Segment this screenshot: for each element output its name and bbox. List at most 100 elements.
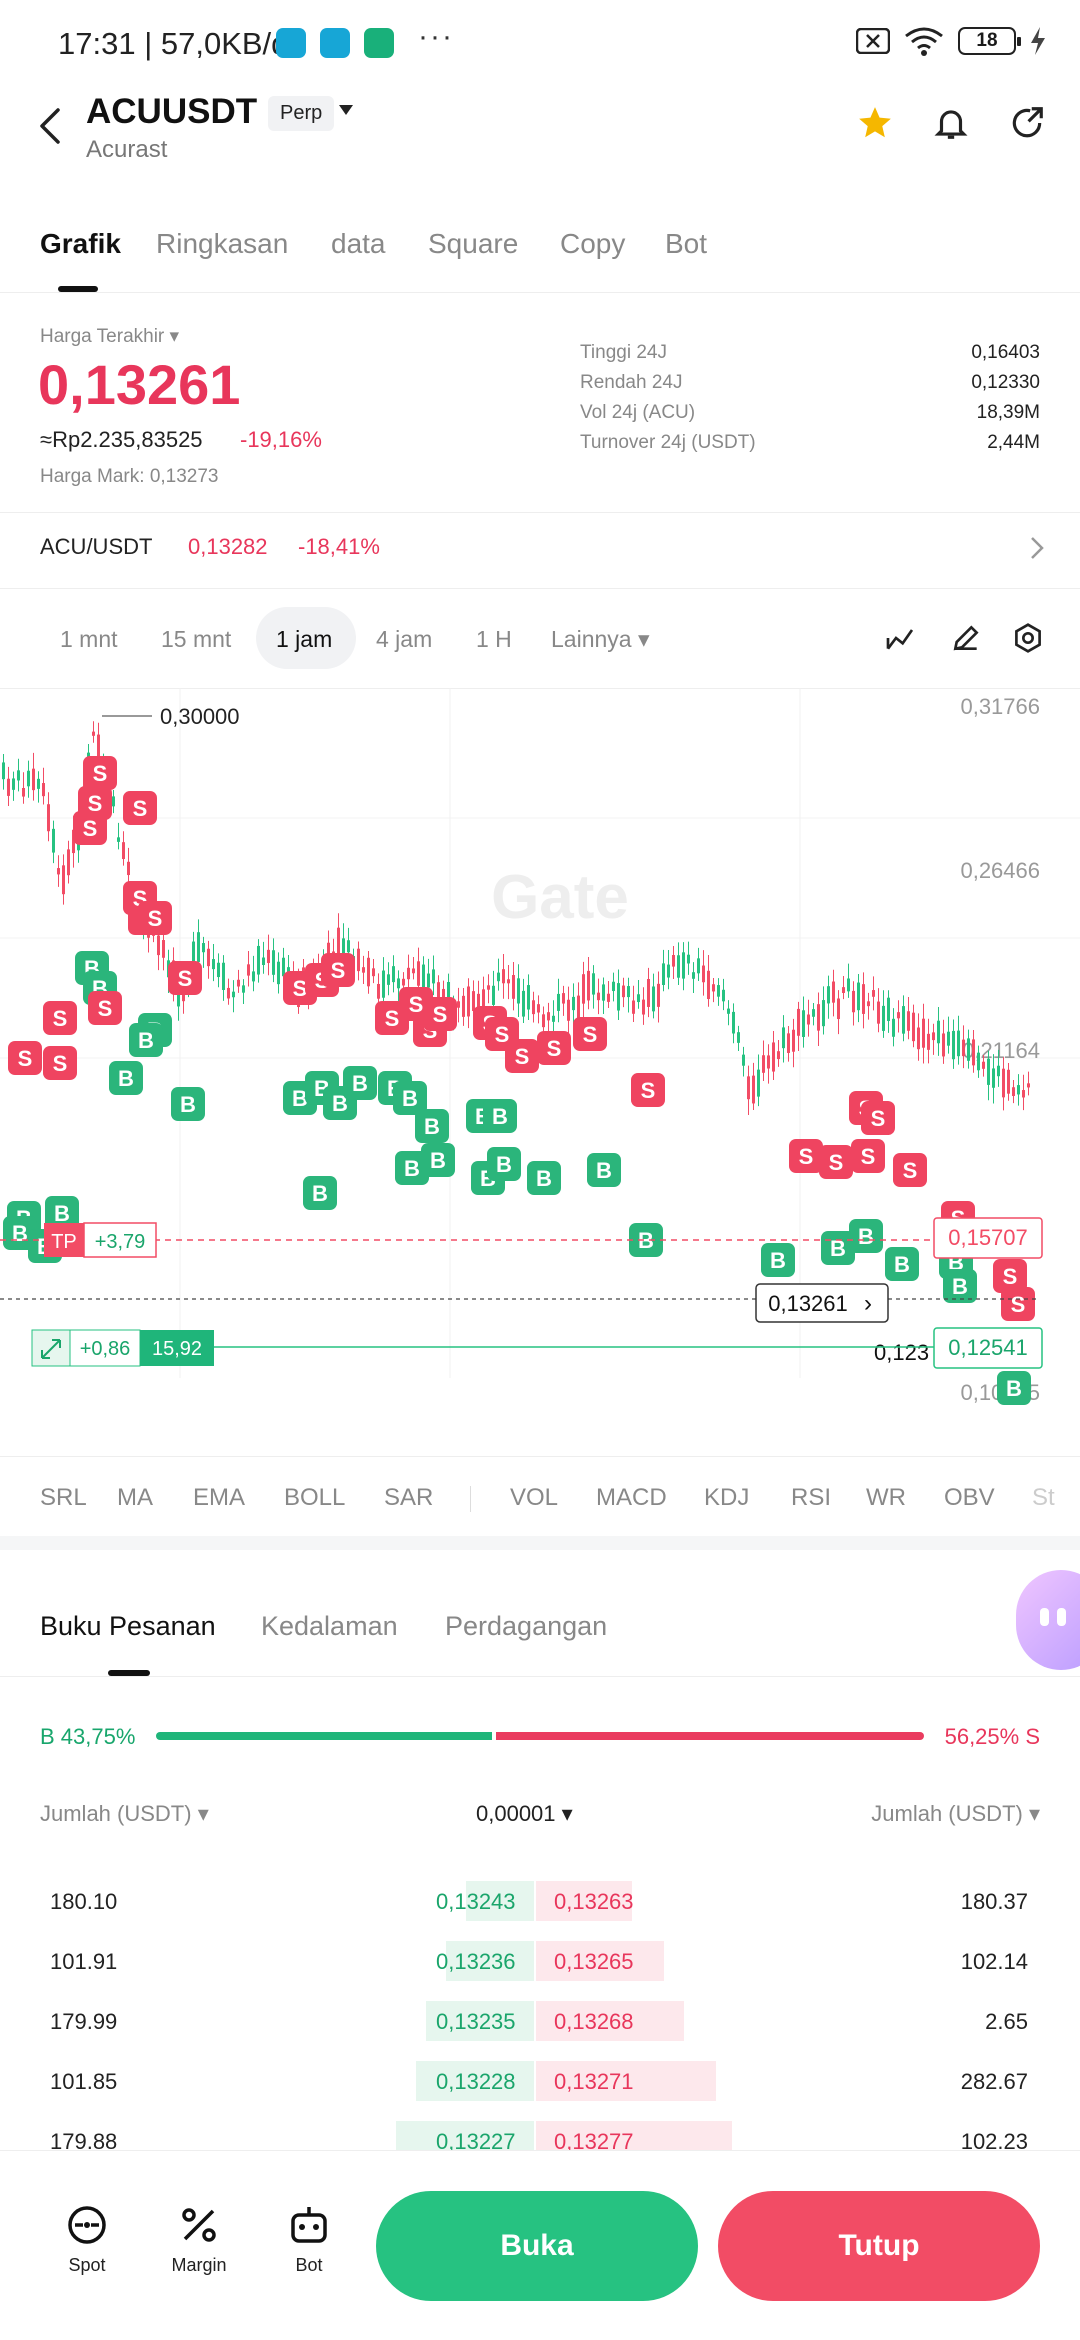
tab-bot[interactable]: Bot	[665, 228, 708, 259]
candle-body	[57, 868, 60, 875]
indicator-boll[interactable]: BOLL	[284, 1484, 346, 1511]
indicator-ma[interactable]: MA	[117, 1484, 153, 1511]
asset-name: Acurast	[86, 136, 168, 163]
indicator-ema[interactable]: EMA	[193, 1484, 246, 1511]
sell-marker	[537, 1031, 571, 1065]
marker-label: S	[409, 992, 424, 1017]
nav-margin[interactable]: Margin	[154, 2201, 244, 2276]
sell-marker	[631, 1073, 665, 1107]
chart-indicator-icon[interactable]	[884, 622, 916, 654]
status-bar: 17:31 | 57,0KB/d ··· 18	[0, 0, 1080, 86]
tab-depth[interactable]: Kedalaman	[261, 1611, 398, 1641]
indicator-sar[interactable]: SAR	[384, 1484, 434, 1511]
candle-body	[207, 948, 210, 967]
back-icon[interactable]	[36, 106, 66, 146]
candlestick-chart[interactable]: Gate0,317660,264660,211640,1056518:0001-…	[0, 688, 1080, 1418]
buy-marker	[997, 1371, 1031, 1405]
favorite-star-icon[interactable]	[856, 104, 894, 142]
indicator-rsi[interactable]: RSI	[791, 1484, 832, 1511]
nav-bot[interactable]: Bot	[264, 2201, 354, 2276]
last-price-label[interactable]: Harga Terakhir ▾	[40, 326, 180, 347]
candle-body	[127, 861, 130, 876]
orderbook-row[interactable]: 179.99 0,13235 0,13268 2.65	[0, 2001, 1080, 2041]
contract-type-badge[interactable]: Perp	[268, 96, 335, 131]
candle-body	[417, 961, 420, 986]
tab-order-book[interactable]: Buku Pesanan	[40, 1611, 216, 1641]
candle-body	[897, 1012, 900, 1019]
marker-label: B	[492, 1104, 508, 1129]
interval-1m[interactable]: 1 mnt	[60, 626, 118, 652]
candle-body	[767, 1055, 770, 1069]
indicator-kdj[interactable]: KDJ	[704, 1484, 750, 1511]
buy-marker	[45, 1196, 79, 1230]
ask-amount: 282.67	[960, 2069, 1028, 2094]
tab-data[interactable]: data	[331, 228, 386, 259]
chart-watermark: Gate	[491, 863, 629, 932]
bid-amount: 179.99	[50, 2009, 118, 2034]
notification-app-icon	[320, 28, 350, 58]
candle-body	[252, 971, 255, 982]
tab-chart[interactable]: Grafik	[40, 228, 121, 259]
interval-more[interactable]: Lainnya ▾	[551, 626, 650, 652]
marker-label: B	[430, 1148, 446, 1173]
candle-body	[412, 968, 415, 974]
tab-summary[interactable]: Ringkasan	[156, 228, 289, 259]
draw-pencil-icon[interactable]	[950, 622, 982, 654]
bid-depth-bar	[426, 2001, 534, 2041]
candle-body	[552, 1015, 555, 1022]
indicator-macd[interactable]: MACD	[596, 1484, 667, 1511]
chevron-down-icon[interactable]	[338, 104, 354, 116]
buy-marker	[303, 1176, 337, 1210]
candle-body	[497, 972, 500, 982]
candle-body	[537, 1004, 540, 1013]
orderbook-row[interactable]: 101.85 0,13228 0,13271 282.67	[0, 2061, 1080, 2101]
interval-1h[interactable]: 1 jam	[276, 626, 333, 652]
symbol-title[interactable]: ACUUSDT	[86, 92, 258, 131]
tab-square[interactable]: Square	[428, 228, 519, 259]
ask-amount-header[interactable]: Jumlah (USDT) ▾	[871, 1801, 1040, 1826]
candle-body	[212, 959, 215, 970]
precision-select[interactable]: 0,00001 ▾	[476, 1801, 573, 1826]
interval-4h[interactable]: 4 jam	[376, 626, 433, 652]
interval-1d[interactable]: 1 H	[476, 626, 512, 652]
tab-trades[interactable]: Perdagangan	[445, 1611, 608, 1641]
last-price-tag[interactable]	[755, 1283, 889, 1323]
marker-label: B	[332, 1091, 348, 1116]
share-icon[interactable]	[1008, 104, 1046, 142]
indicator-obv[interactable]: OBV	[944, 1484, 995, 1511]
tp-badge[interactable]	[44, 1223, 84, 1257]
indicator-stoch[interactable]: St	[1032, 1484, 1055, 1511]
marker-label: B	[404, 1156, 420, 1181]
buy-marker	[483, 1099, 517, 1133]
chart-settings-icon[interactable]	[1012, 622, 1044, 654]
orderbook-row[interactable]: 101.91 0,13236 0,13265 102.14	[0, 1941, 1080, 1981]
nav-spot[interactable]: Spot	[42, 2201, 132, 2276]
candle-body	[402, 978, 405, 986]
candle-body	[867, 1001, 870, 1007]
interval-15m[interactable]: 15 mnt	[161, 626, 232, 652]
indicator-srl[interactable]: SRL	[40, 1484, 87, 1511]
orderbook-row[interactable]: 180.10 0,13243 0,13263 180.37	[0, 1881, 1080, 1921]
tab-copy[interactable]: Copy	[560, 228, 626, 259]
y-axis-label: 0,21164	[962, 1038, 1040, 1063]
candle-body	[567, 999, 570, 1021]
indicator-vol[interactable]: VOL	[510, 1484, 559, 1511]
spot-pair-row[interactable]: ACU/USDT 0,13282 -18,41%	[0, 520, 1080, 580]
spot-price: 0,13282	[188, 534, 268, 559]
close-position-button[interactable]: Tutup	[718, 2191, 1040, 2301]
open-position-button[interactable]: Buka	[376, 2191, 698, 2301]
bell-icon[interactable]	[932, 104, 970, 142]
candle-body	[712, 984, 715, 992]
marker-label: S	[18, 1046, 33, 1071]
marker-label: S	[433, 1002, 448, 1027]
buy-marker	[343, 1066, 377, 1100]
indicator-wr[interactable]: WR	[866, 1484, 906, 1511]
marker-label: B	[54, 1201, 70, 1226]
battery-icon: 18	[958, 27, 1021, 55]
candle-body	[67, 849, 70, 876]
sell-ratio: 56,25% S	[944, 1724, 1040, 1749]
candle-body	[952, 1030, 955, 1060]
assistant-float-button[interactable]	[1016, 1570, 1080, 1670]
candle-body	[427, 973, 430, 988]
bid-amount-header[interactable]: Jumlah (USDT) ▾	[40, 1801, 209, 1826]
